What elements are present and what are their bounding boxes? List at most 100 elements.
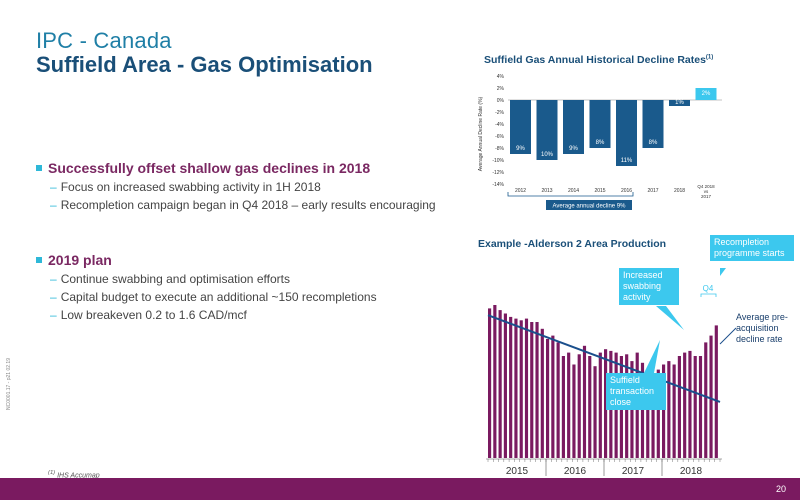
- production-bar: [577, 354, 581, 458]
- footer-bar: [0, 478, 800, 500]
- decline-bar-label: 8%: [596, 140, 605, 146]
- production-bar: [540, 328, 544, 458]
- y-tick-label: 2%: [497, 86, 505, 92]
- average-bracket: [507, 192, 634, 197]
- decline-bar-label: 9%: [569, 146, 578, 152]
- year-label: 2015: [506, 466, 529, 477]
- decline-bar-label: 1%: [675, 100, 684, 106]
- q4-bracket: [700, 293, 717, 297]
- production-bar: [683, 352, 687, 458]
- decline-chart-title: Suffield Gas Annual Historical Decline R…: [484, 54, 714, 66]
- production-bar: [688, 350, 692, 458]
- production-bar: [651, 373, 655, 458]
- country-heading: IPC - Canada: [36, 28, 172, 53]
- y-tick-label: -4%: [495, 122, 504, 128]
- decline-bar: [695, 88, 717, 100]
- production-bar: [593, 366, 597, 458]
- decline-bar: [616, 100, 637, 166]
- production-bar: [572, 364, 576, 458]
- x-tick-label: 2014: [568, 188, 579, 194]
- production-bar: [667, 361, 671, 458]
- y-tick-label: -10%: [492, 158, 504, 164]
- x-tick-label: 2017: [701, 194, 712, 199]
- production-bar: [535, 322, 539, 458]
- production-bar: [704, 342, 708, 458]
- production-bar: [588, 356, 592, 458]
- decline-bar-label: 8%: [649, 140, 658, 146]
- sub-bullet: – Continue swabbing and optimisation effo…: [50, 272, 290, 286]
- swabbing-pointer: [656, 306, 684, 330]
- decline-trend-line: [487, 314, 721, 403]
- x-tick-label: Q4 2018: [697, 184, 715, 189]
- production-bar: [646, 376, 650, 458]
- document-code: NC0001.17 - p21 02.19: [6, 358, 12, 410]
- production-bar: [561, 356, 565, 458]
- production-bar: [514, 318, 518, 458]
- production-bar: [503, 313, 507, 458]
- production-bar: [698, 356, 703, 458]
- decline-ylabel: Average Annual Decline Rate (%): [478, 96, 484, 171]
- production-bar: [493, 305, 497, 458]
- average-decline-box: [546, 200, 632, 210]
- production-bar: [709, 335, 713, 458]
- production-bar: [519, 320, 523, 458]
- production-chart-title: Example -Alderson 2 Area Production: [478, 238, 667, 250]
- dash-icon: –: [50, 180, 57, 194]
- bullet-square-icon: [36, 165, 42, 171]
- decline-bar: [510, 100, 531, 154]
- sub-bullet: – Capital budget to execute an additional…: [50, 290, 377, 304]
- y-tick-label: -14%: [492, 182, 504, 188]
- decline-bar-label: 10%: [541, 152, 554, 158]
- callout-pointers: [644, 268, 737, 373]
- y-tick-label: 4%: [497, 74, 505, 80]
- dash-icon: –: [50, 308, 57, 322]
- production-bar: [677, 356, 681, 458]
- decline-bar: [642, 100, 664, 148]
- y-tick-label: -12%: [492, 170, 504, 176]
- production-bar: [672, 364, 676, 458]
- y-tick-label: -2%: [495, 110, 504, 116]
- decline-bar-label: 11%: [621, 158, 633, 164]
- source-note: (1) IHS Accumap: [48, 470, 100, 480]
- decline-bar: [536, 100, 558, 160]
- sub-bullet: – Focus on increased swabbing activity in…: [50, 180, 321, 194]
- average-decline-label: Average annual decline 9%: [553, 204, 627, 210]
- page-number: 20: [775, 484, 786, 494]
- production-bar: [530, 322, 534, 458]
- bullet-section-1: Successfully offset shallow gas declines…: [36, 160, 456, 212]
- production-bar: [662, 364, 666, 458]
- suffield-pointer: [644, 340, 660, 373]
- x-tick-label: 2015: [594, 188, 605, 194]
- x-tick-label: 2017: [647, 188, 658, 194]
- production-bar: [693, 356, 697, 458]
- dash-icon: –: [50, 198, 57, 212]
- decline-bar-label: 9%: [516, 146, 525, 152]
- decline-bar-label: 2%: [702, 91, 711, 97]
- production-bar: [714, 325, 718, 458]
- page-title: Suffield Area - Gas Optimisation: [36, 52, 373, 77]
- production-bar: [524, 318, 529, 458]
- sub-bullet: – Recompletion campaign began in Q4 2018 …: [50, 198, 436, 212]
- y-tick-label: -6%: [495, 134, 504, 140]
- production-bar: [604, 349, 608, 458]
- production-bar: [640, 362, 645, 458]
- production-bar: [551, 335, 555, 458]
- sub-bullet: – Low breakeven 0.2 to 1.6 CAD/mcf: [50, 308, 247, 322]
- production-bar: [567, 352, 571, 458]
- x-tick-label: vs: [704, 189, 709, 194]
- dash-icon: –: [50, 272, 57, 286]
- decline-bar: [669, 100, 690, 106]
- production-bar: [656, 369, 660, 458]
- decline-bar: [563, 100, 584, 154]
- recompletion-pointer: [720, 268, 726, 276]
- suffield-callout: Suffield transaction close: [606, 373, 666, 410]
- bullet-section-2: 2019 plan – Continue swabbing and optimis…: [36, 252, 456, 322]
- year-label: 2016: [564, 466, 587, 477]
- x-tick-label: 2013: [541, 188, 552, 194]
- year-label: 2018: [680, 466, 703, 477]
- year-label: 2017: [622, 466, 645, 477]
- decline-rate-chart: Average Annual Decline Rate (%) 4% 2% 0% -2…: [478, 74, 722, 210]
- bullet-heading-text: 2019 plan: [48, 252, 112, 268]
- bullet-heading: Successfully offset shallow gas declines…: [36, 160, 456, 176]
- y-tick-label: 0%: [497, 98, 505, 104]
